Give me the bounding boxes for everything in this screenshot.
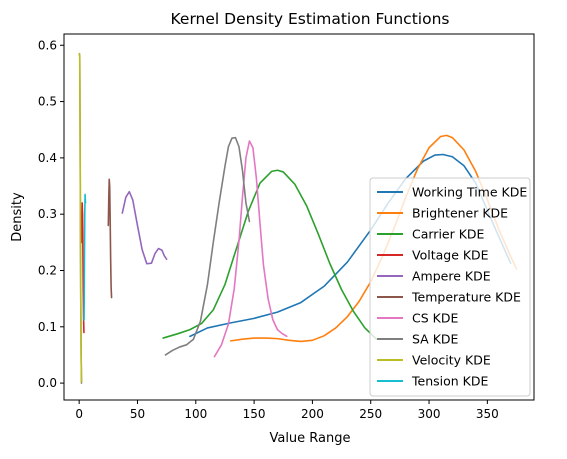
legend-label: Tension KDE — [411, 374, 488, 389]
legend-label: Temperature KDE — [411, 290, 521, 305]
x-tick-label: 350 — [476, 407, 499, 421]
series-line-4 — [121, 190, 168, 265]
series-line-7 — [164, 136, 251, 356]
legend-box — [369, 177, 531, 397]
legend-label: CS KDE — [412, 311, 458, 326]
y-axis-label: Density — [10, 192, 25, 242]
legend-label: Brightener KDE — [412, 206, 508, 221]
y-tick-label: 0.2 — [38, 263, 57, 277]
legend-label: Velocity KDE — [412, 353, 491, 368]
x-tick-label: 250 — [359, 407, 382, 421]
chart-title: Kernel Density Estimation Functions — [171, 10, 450, 28]
x-tick-label: 100 — [184, 407, 207, 421]
x-axis-ticks: 0 50 100 150 200 250 300 350 — [75, 400, 499, 421]
y-tick-label: 0.6 — [38, 38, 57, 52]
plot-frame — [63, 33, 535, 401]
y-tick-label: 0.3 — [38, 207, 57, 221]
x-tick-label: 150 — [243, 407, 266, 421]
x-tick-label: 300 — [418, 407, 441, 421]
series-line-5 — [107, 178, 113, 299]
legend-label: Working Time KDE — [412, 185, 527, 200]
x-tick-label: 200 — [301, 407, 324, 421]
series-line-2 — [162, 169, 378, 340]
y-tick-label: 0.5 — [38, 95, 57, 109]
legend-label: SA KDE — [412, 332, 459, 347]
legend-label: Ampere KDE — [412, 269, 491, 284]
series-line-9 — [78, 52, 83, 383]
x-tick-label: 50 — [130, 407, 145, 421]
series-line-6 — [213, 140, 288, 358]
legend-label: Carrier KDE — [412, 227, 485, 242]
y-tick-label: 0.4 — [38, 151, 57, 165]
y-tick-label: 0.1 — [38, 320, 57, 334]
legend-label: Voltage KDE — [412, 248, 489, 263]
y-tick-label: 0.0 — [38, 376, 57, 390]
series-line-10 — [83, 193, 87, 321]
y-axis-ticks: 0.0 0.1 0.2 0.3 0.4 0.5 0.6 — [38, 38, 64, 390]
x-tick-label: 0 — [75, 407, 83, 421]
legend: Working Time KDE Brightener KDE Carrier KD… — [369, 177, 531, 397]
x-axis-label: Value Range — [269, 431, 350, 446]
